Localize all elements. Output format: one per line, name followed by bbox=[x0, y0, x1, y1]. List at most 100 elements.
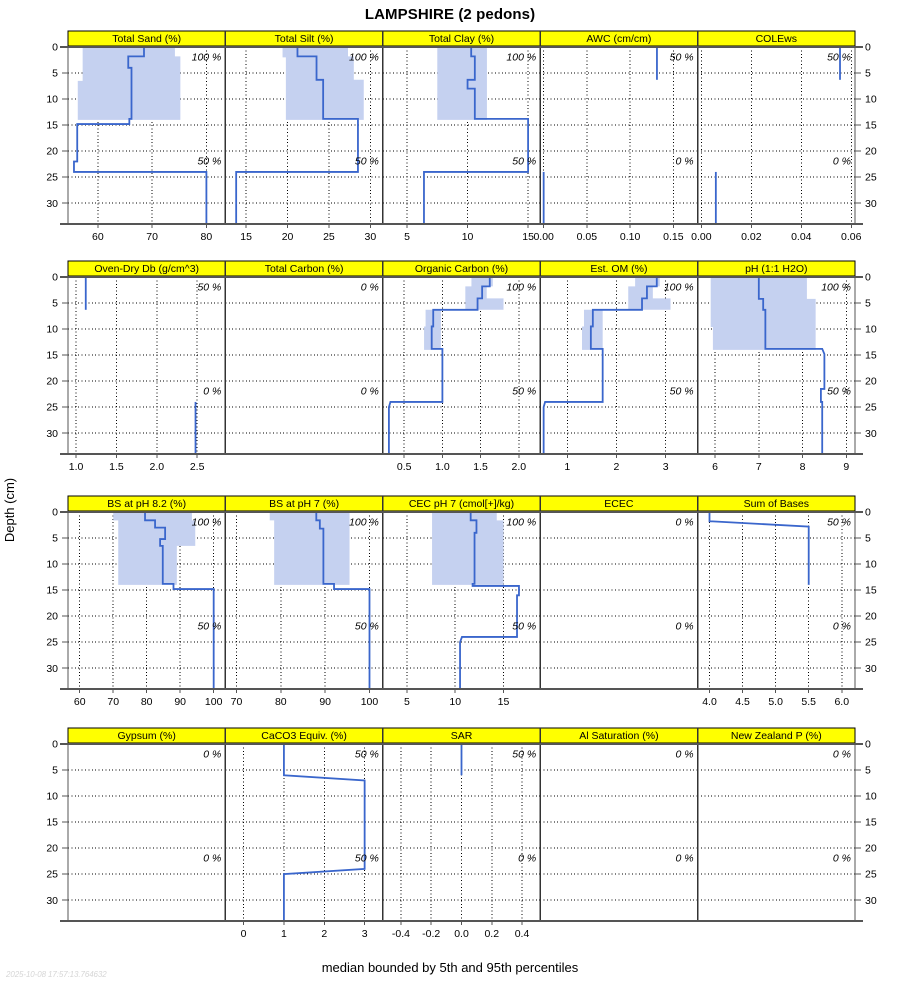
median-line bbox=[542, 277, 658, 454]
chart-panel: BS at pH 8.2 (%) 100 % 50 % 60 70 80 90 100 bbox=[67, 495, 226, 708]
depth-tick-label-left: 30 bbox=[46, 895, 58, 907]
x-tick-label: 60 bbox=[74, 696, 86, 708]
median-line bbox=[459, 512, 520, 689]
x-tick-label: 90 bbox=[319, 696, 331, 708]
upper-fraction-label: 50 % bbox=[827, 52, 851, 64]
x-tick-label: 2 bbox=[321, 928, 327, 940]
depth-tick-label-left: 20 bbox=[46, 146, 58, 158]
depth-tick-label-left: 15 bbox=[46, 350, 58, 362]
x-tick-label: 60 bbox=[92, 231, 104, 243]
upper-fraction-label: 50 % bbox=[197, 282, 221, 294]
x-tick-label: 5.0 bbox=[768, 696, 783, 708]
percentile-band bbox=[710, 277, 816, 350]
panel-strip-label: New Zealand P (%) bbox=[731, 730, 822, 742]
chart-panel: Total Silt (%) 100 % 50 % 15 20 25 30 bbox=[224, 30, 384, 243]
panel-background bbox=[225, 744, 383, 921]
x-tick-label: 70 bbox=[231, 696, 243, 708]
depth-tick-label-left: 15 bbox=[46, 120, 58, 132]
x-tick-label: 1.5 bbox=[109, 461, 124, 473]
x-tick-label: 0.00 bbox=[533, 231, 554, 243]
x-tick-label: 0.5 bbox=[397, 461, 412, 473]
x-tick-label: 25 bbox=[323, 231, 335, 243]
upper-fraction-label: 100 % bbox=[506, 52, 536, 64]
depth-tick-label-right: 25 bbox=[865, 869, 877, 881]
x-tick-label: 15 bbox=[498, 696, 510, 708]
upper-fraction-label: 0 % bbox=[676, 517, 694, 529]
x-tick-label: 70 bbox=[107, 696, 119, 708]
x-tick-label: 15 bbox=[240, 231, 252, 243]
panel-strip-label: BS at pH 7 (%) bbox=[269, 498, 339, 510]
lower-fraction-label: 50 % bbox=[197, 156, 221, 168]
x-tick-label: 0.04 bbox=[791, 231, 812, 243]
x-tick-label: 1 bbox=[281, 928, 287, 940]
lower-fraction-label: 50 % bbox=[512, 386, 536, 398]
upper-fraction-label: 100 % bbox=[349, 517, 379, 529]
depth-tick-label-right: 25 bbox=[865, 172, 877, 184]
x-tick-label: 9 bbox=[843, 461, 849, 473]
x-tick-label: 0.15 bbox=[663, 231, 684, 243]
upper-fraction-label: 100 % bbox=[349, 52, 379, 64]
depth-tick-label-right: 5 bbox=[865, 533, 871, 545]
panel-strip-label: pH (1:1 H2O) bbox=[745, 263, 807, 275]
chart-panel: Gypsum (%) 0 % 0 % bbox=[67, 727, 226, 921]
panel-background bbox=[382, 277, 541, 454]
x-tick-label: 0.10 bbox=[620, 231, 641, 243]
panel-background bbox=[697, 744, 855, 921]
chart-panel: COLEws 50 % 0 % 0.00 0.02 0.04 0.06 bbox=[691, 30, 862, 243]
x-tick-label: 2 bbox=[614, 461, 620, 473]
lower-fraction-label: 0 % bbox=[518, 853, 536, 865]
depth-tick-label-right: 15 bbox=[865, 585, 877, 597]
chart-panel: SAR 50 % 0 % -0.4 -0.2 0.0 0.2 0.4 bbox=[381, 727, 541, 940]
x-tick-label: 5.5 bbox=[801, 696, 816, 708]
x-tick-label: 0.06 bbox=[841, 231, 862, 243]
upper-fraction-label: 50 % bbox=[670, 52, 694, 64]
depth-tick-label-right: 20 bbox=[865, 146, 877, 158]
depth-tick-label-left: 5 bbox=[52, 533, 58, 545]
x-tick-label: 8 bbox=[800, 461, 806, 473]
depth-tick-label-right: 15 bbox=[865, 817, 877, 829]
x-tick-label: 10 bbox=[462, 231, 474, 243]
depth-tick-label-left: 15 bbox=[46, 585, 58, 597]
panel-strip-label: Organic Carbon (%) bbox=[415, 263, 508, 275]
x-tick-label: 5 bbox=[404, 696, 410, 708]
x-tick-label: 2.0 bbox=[149, 461, 164, 473]
x-tick-label: 15 bbox=[522, 231, 534, 243]
x-tick-label: 1 bbox=[564, 461, 570, 473]
x-tick-label: -0.4 bbox=[392, 928, 410, 940]
percentile-band bbox=[77, 47, 181, 120]
depth-tick-label-right: 30 bbox=[865, 428, 877, 440]
panel-strip-label: Sum of Bases bbox=[744, 498, 809, 510]
x-tick-label: 1.0 bbox=[435, 461, 450, 473]
panel-background bbox=[540, 512, 698, 689]
lower-fraction-label: 50 % bbox=[512, 621, 536, 633]
panel-row: Gypsum (%)0 %0 %CaCO3 Equiv. (%)50 %50 %… bbox=[46, 727, 877, 940]
upper-fraction-label: 50 % bbox=[512, 749, 536, 761]
x-tick-label: 0.4 bbox=[515, 928, 530, 940]
chart-panel: Oven-Dry Db (g/cm^3) 50 % 0 % 1.0 1.5 2.0 2.5 bbox=[67, 260, 226, 473]
panel-strip-label: SAR bbox=[451, 730, 473, 742]
x-tick-label: 0.00 bbox=[691, 231, 712, 243]
lower-fraction-label: 50 % bbox=[670, 386, 694, 398]
depth-tick-label-left: 10 bbox=[46, 791, 58, 803]
depth-tick-label-right: 20 bbox=[865, 843, 877, 855]
upper-fraction-label: 0 % bbox=[203, 749, 221, 761]
upper-fraction-label: 50 % bbox=[355, 749, 379, 761]
chart-panel: CaCO3 Equiv. (%) 50 % 50 % 0 1 2 3 bbox=[224, 727, 384, 940]
x-tick-label: 80 bbox=[141, 696, 153, 708]
depth-tick-label-right: 0 bbox=[865, 272, 871, 284]
depth-tick-label-right: 0 bbox=[865, 42, 871, 54]
percentile-band bbox=[432, 512, 504, 585]
depth-tick-label-right: 30 bbox=[865, 663, 877, 675]
panel-background bbox=[697, 512, 855, 689]
lower-fraction-label: 0 % bbox=[203, 853, 221, 865]
x-tick-label: -0.2 bbox=[422, 928, 440, 940]
chart-panel: Organic Carbon (%) 100 % 50 % 0.5 1.0 1.5 2.0 bbox=[381, 260, 541, 473]
depth-tick-label-left: 5 bbox=[52, 68, 58, 80]
depth-tick-label-right: 25 bbox=[865, 637, 877, 649]
depth-tick-label-left: 20 bbox=[46, 611, 58, 623]
chart-panel: pH (1:1 H2O) 100 % 50 % 6 7 8 9 bbox=[696, 260, 856, 473]
chart-panel: BS at pH 7 (%) 100 % 50 % 70 80 90 100 bbox=[224, 495, 384, 708]
lower-fraction-label: 50 % bbox=[355, 156, 379, 168]
panel-background bbox=[540, 744, 698, 921]
